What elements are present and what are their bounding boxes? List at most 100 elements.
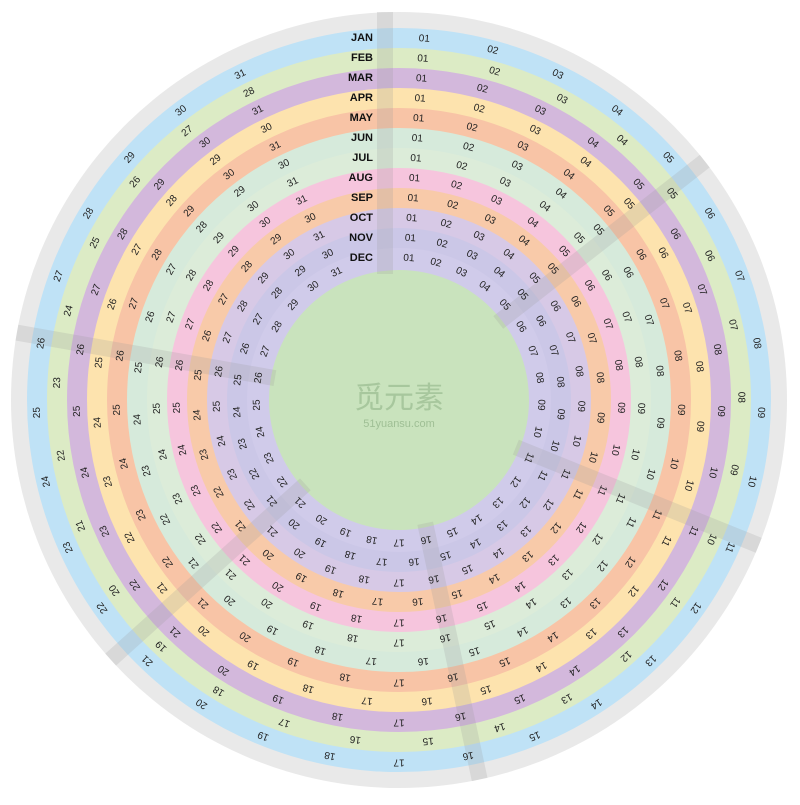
- day-label: 31: [233, 67, 248, 82]
- day-label: 03: [471, 229, 486, 244]
- day-label: 30: [321, 247, 336, 262]
- day-label: 28: [81, 206, 96, 222]
- day-label: 07: [694, 283, 708, 298]
- day-label: 23: [140, 463, 154, 477]
- day-label: 07: [641, 313, 655, 327]
- day-label: 14: [467, 535, 482, 550]
- day-label: 21: [74, 518, 88, 533]
- day-label: 08: [594, 372, 606, 385]
- day-label: 27: [221, 330, 235, 345]
- day-label: 31: [329, 265, 344, 280]
- day-label: 30: [259, 121, 274, 136]
- day-label: 01: [403, 253, 415, 265]
- day-label: 15: [527, 728, 542, 743]
- day-label: 19: [246, 657, 261, 672]
- day-label: 28: [116, 226, 131, 242]
- day-label: 10: [628, 448, 641, 462]
- day-label: 23: [52, 376, 64, 388]
- month-label: SEP: [351, 192, 373, 204]
- month-label: DEC: [350, 252, 373, 264]
- day-label: 27: [216, 292, 231, 308]
- day-label: 17: [393, 536, 405, 547]
- day-label: 24: [62, 304, 76, 318]
- day-label: 10: [706, 466, 719, 480]
- day-label: 09: [675, 404, 686, 416]
- day-label: 01: [409, 173, 421, 185]
- day-label: 22: [247, 466, 262, 481]
- day-label: 24: [40, 474, 53, 488]
- day-label: 25: [193, 368, 205, 381]
- day-label: 16: [417, 655, 430, 667]
- day-label: 08: [612, 359, 625, 372]
- day-label: 27: [259, 344, 273, 359]
- day-label: 18: [365, 533, 378, 546]
- month-label: JAN: [351, 32, 373, 44]
- day-label: 26: [114, 349, 127, 362]
- day-label: 16: [420, 695, 433, 707]
- day-label: 19: [313, 534, 328, 549]
- day-label: 07: [619, 310, 633, 325]
- day-label: 10: [643, 467, 657, 481]
- separator: [512, 439, 762, 553]
- month-label: JUN: [351, 132, 373, 144]
- day-label: 10: [547, 439, 561, 453]
- day-label: 01: [416, 73, 428, 85]
- day-label: 26: [239, 341, 253, 355]
- day-label: 03: [515, 139, 530, 154]
- day-label: 18: [331, 709, 344, 722]
- day-label: 01: [404, 233, 416, 245]
- day-label: 23: [189, 483, 204, 498]
- day-label: 23: [134, 507, 149, 522]
- day-label: 08: [653, 365, 665, 378]
- day-label: 16: [407, 555, 420, 567]
- day-label: 11: [521, 451, 535, 465]
- day-label: 24: [132, 413, 144, 425]
- day-label: 25: [152, 402, 163, 414]
- day-label: 14: [514, 624, 529, 639]
- day-label: 24: [232, 406, 244, 418]
- day-label: 19: [256, 728, 271, 743]
- day-label: 06: [655, 246, 670, 261]
- day-label: 08: [735, 392, 746, 404]
- day-label: 07: [563, 331, 577, 346]
- day-label: 15: [497, 654, 512, 669]
- day-label: 06: [533, 314, 548, 329]
- day-label: 01: [411, 133, 423, 145]
- month-label: FEB: [351, 52, 373, 64]
- day-label: 31: [312, 229, 327, 244]
- day-label: 17: [365, 654, 378, 666]
- separators: [15, 12, 762, 782]
- day-label: 28: [242, 85, 257, 100]
- day-label: 11: [613, 491, 627, 505]
- day-label: 26: [213, 365, 226, 378]
- day-label: 25: [93, 356, 105, 369]
- day-label: 16: [446, 670, 459, 683]
- day-label: 02: [465, 121, 479, 135]
- day-label: 25: [232, 373, 244, 386]
- day-label: 07: [546, 344, 560, 358]
- day-label: 02: [455, 160, 469, 174]
- day-label: 07: [600, 317, 614, 332]
- day-label: 26: [154, 355, 167, 368]
- day-label: 28: [201, 278, 216, 294]
- day-label: 06: [702, 249, 717, 264]
- day-label: 24: [157, 447, 170, 461]
- day-label: 25: [252, 399, 263, 411]
- day-label: 10: [531, 425, 544, 439]
- day-label: 08: [554, 376, 566, 389]
- day-label: 01: [410, 153, 422, 165]
- day-label: 02: [429, 256, 443, 270]
- separator: [377, 12, 393, 274]
- day-label: 02: [435, 237, 449, 251]
- day-label: 02: [450, 179, 464, 193]
- center-disc: [269, 270, 529, 530]
- separator: [105, 478, 311, 666]
- day-label: 26: [174, 359, 187, 372]
- day-label: 14: [486, 571, 501, 586]
- day-label: 15: [445, 524, 460, 539]
- day-label: 16: [438, 631, 451, 644]
- day-label: 10: [704, 532, 719, 547]
- day-label: 08: [711, 343, 724, 356]
- day-label: 10: [586, 450, 600, 464]
